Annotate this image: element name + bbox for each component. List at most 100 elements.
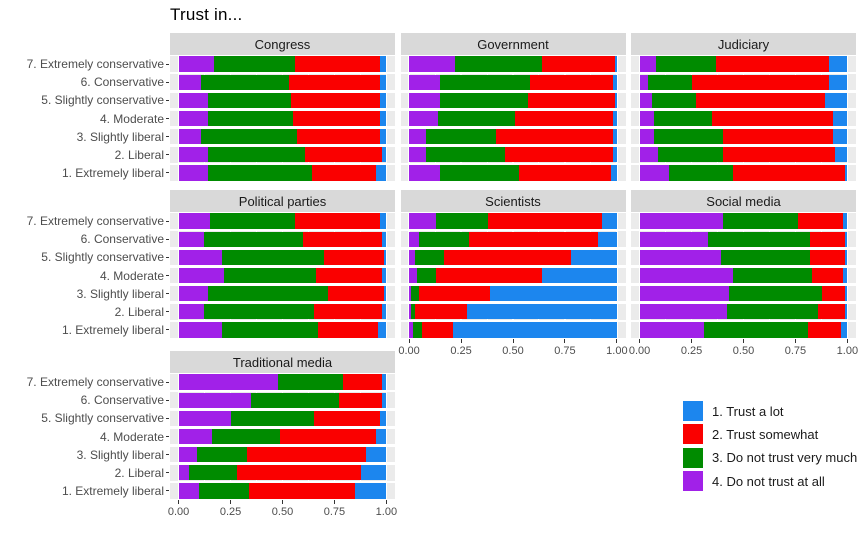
bar-segment-3-do-not-trust-very-much (419, 231, 470, 247)
bar-segment-3-do-not-trust-very-much (440, 92, 528, 109)
gridline-major (846, 55, 849, 182)
bar-segment-3-do-not-trust-very-much (728, 285, 823, 302)
bar-segment-2-trust-somewhat (436, 267, 543, 284)
bar-row-6-conservative (409, 231, 617, 247)
bar-segment-2-trust-somewhat (695, 92, 825, 109)
bar-segment-3-do-not-trust-very-much (722, 213, 798, 229)
bar-row-1-extremely-liberal (178, 165, 387, 181)
row-separator (631, 126, 856, 129)
row-separator (631, 162, 856, 166)
bar-segment-3-do-not-trust-very-much (415, 249, 445, 266)
bar-row-7-extremely-conservative (178, 56, 387, 72)
bar-row-6-conservative (178, 231, 387, 247)
bar-segment-4-do-not-trust-at-all (409, 304, 412, 320)
bar-segment-2-trust-somewhat (529, 74, 613, 90)
row-separator (400, 301, 626, 304)
bar-segment-3-do-not-trust-very-much (278, 374, 343, 390)
bar-segment-1-trust-a-lot (834, 147, 848, 163)
bar-segment-2-trust-somewhat (822, 285, 846, 302)
bar-segment-2-trust-somewhat (342, 374, 383, 390)
x-axis-label: 0.00 (167, 506, 190, 518)
legend-item-label: 2. Trust somewhat (712, 426, 819, 442)
x-axis-tick (408, 339, 410, 343)
x-axis-label: 0.25 (680, 345, 703, 357)
x-axis-tick (639, 339, 641, 343)
bar-row-1-extremely-liberal (639, 322, 848, 338)
bar-segment-1-trust-a-lot (376, 165, 387, 181)
bar-segment-4-do-not-trust-at-all (409, 213, 437, 229)
bar-segment-2-trust-somewhat (691, 74, 829, 90)
bar-row-6-conservative (409, 74, 617, 90)
bar-segment-3-do-not-trust-very-much (411, 285, 420, 302)
bar-row-3-slightly-liberal (639, 128, 848, 145)
bar-segment-3-do-not-trust-very-much (425, 128, 497, 145)
row-separator (631, 55, 856, 57)
bar-segment-3-do-not-trust-very-much (203, 231, 304, 247)
bar-segment-4-do-not-trust-at-all (178, 165, 208, 181)
row-separator (631, 108, 856, 111)
bar-segment-1-trust-a-lot (382, 374, 387, 390)
bar-row-7-extremely-conservative (409, 213, 617, 229)
y-axis-tick (165, 81, 169, 83)
bar-segment-4-do-not-trust-at-all (639, 285, 729, 302)
row-separator (170, 126, 395, 129)
x-axis-tick (460, 339, 462, 343)
row-separator (170, 265, 395, 268)
bar-segment-4-do-not-trust-at-all (178, 267, 225, 284)
legend-item-2-trust-somewhat: 2. Trust somewhat (683, 424, 857, 445)
row-separator (170, 301, 395, 304)
x-axis-tick (564, 339, 566, 343)
bar-segment-3-do-not-trust-very-much (440, 74, 530, 90)
y-axis-tick (165, 454, 169, 456)
bar-segment-1-trust-a-lot (380, 213, 387, 229)
bar-segment-4-do-not-trust-at-all (409, 56, 455, 72)
bar-segment-2-trust-somewhat (716, 56, 829, 72)
row-separator (170, 283, 395, 286)
x-axis-label: 0.50 (271, 506, 294, 518)
bar-segment-2-trust-somewhat (810, 231, 846, 247)
row-separator (400, 126, 626, 129)
row-separator (631, 246, 856, 250)
bar-segment-2-trust-somewhat (297, 128, 381, 145)
y-axis-label: 6. Conservative (80, 232, 164, 247)
bar-row-5-slightly-conservative (178, 249, 387, 266)
bar-segment-2-trust-somewhat (303, 231, 383, 247)
bar-segment-1-trust-a-lot (828, 56, 848, 72)
bar-row-5-slightly-conservative (178, 410, 387, 427)
bar-segment-1-trust-a-lot (380, 92, 387, 109)
bar-segment-4-do-not-trust-at-all (639, 74, 648, 90)
legend-item-label: 1. Trust a lot (712, 403, 784, 419)
bar-row-5-slightly-conservative (178, 92, 387, 109)
y-axis-label: 2. Liberal (114, 465, 164, 480)
bar-segment-4-do-not-trust-at-all (178, 147, 208, 163)
bar-segment-3-do-not-trust-very-much (654, 128, 723, 145)
legend-item-3-do-not-trust-very-much: 3. Do not trust very much (683, 447, 857, 468)
x-axis-label: 0.25 (219, 506, 242, 518)
bar-segment-2-trust-somewhat (810, 249, 846, 266)
bar-row-4-moderate (178, 110, 387, 127)
x-axis-tick (333, 500, 335, 504)
y-axis-tick (165, 399, 169, 401)
bar-segment-2-trust-somewhat (519, 165, 611, 181)
bar-segment-2-trust-somewhat (712, 110, 833, 127)
bar-segment-1-trust-a-lot (832, 110, 848, 127)
bar-segment-3-do-not-trust-very-much (656, 56, 717, 72)
bar-segment-3-do-not-trust-very-much (213, 56, 295, 72)
bar-segment-1-trust-a-lot (376, 428, 387, 445)
x-axis-tick (743, 339, 744, 343)
bar-segment-1-trust-a-lot (612, 110, 617, 127)
bar-row-7-extremely-conservative (178, 374, 387, 390)
bar-segment-2-trust-somewhat (328, 285, 385, 302)
y-axis-label: 3. Slightly liberal (76, 447, 164, 462)
row-separator (631, 180, 856, 182)
bar-segment-3-do-not-trust-very-much (222, 249, 325, 266)
strip-label: Scientists (485, 193, 541, 209)
x-axis-label: 0.50 (502, 345, 524, 357)
bar-row-1-extremely-liberal (409, 322, 617, 338)
bar-row-5-slightly-conservative (409, 249, 617, 266)
x-axis-label: 0.75 (323, 506, 346, 518)
row-separator (170, 462, 395, 465)
row-separator (170, 319, 395, 323)
legend-item-label: 4. Do not trust at all (712, 473, 825, 489)
row-separator (631, 144, 856, 147)
